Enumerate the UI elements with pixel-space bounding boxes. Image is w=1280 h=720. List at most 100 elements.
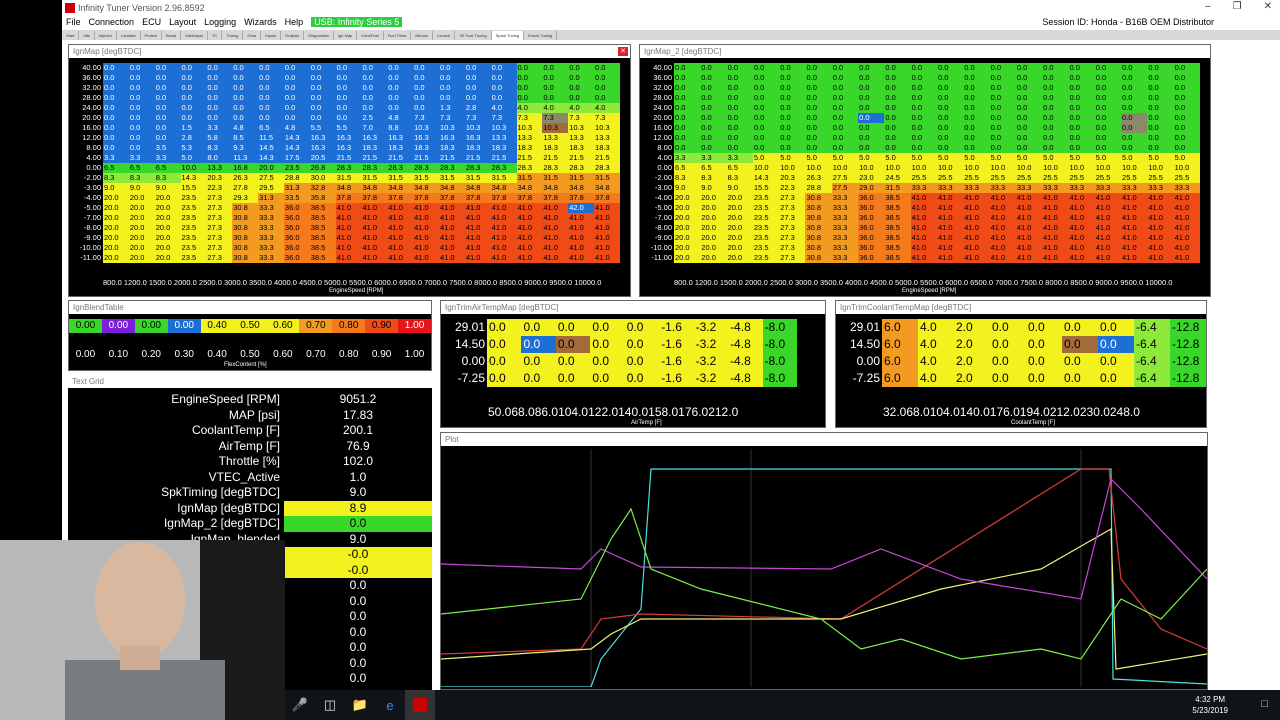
map-cell[interactable]: 21.5	[335, 153, 362, 163]
map-cell[interactable]: 6.5	[674, 163, 701, 173]
menu-wizards[interactable]: Wizards	[244, 17, 277, 27]
map-cell[interactable]: 23.0	[858, 173, 885, 183]
map-cell[interactable]: 0.0	[154, 123, 181, 133]
map-cell[interactable]: 8.3	[674, 173, 701, 183]
map-cell[interactable]: 0.0	[387, 103, 414, 113]
map-cell[interactable]: 20.0	[154, 223, 181, 233]
map-cell[interactable]: 3.3	[128, 153, 155, 163]
map-cell[interactable]: 41.0	[936, 193, 964, 203]
map-cell[interactable]: 31.5	[361, 173, 388, 183]
map-cell[interactable]: 0.0	[1068, 123, 1095, 133]
map-cell[interactable]: 41.0	[413, 223, 439, 233]
map-cell[interactable]: 0.0	[805, 63, 832, 73]
map-cell[interactable]: 0.0	[154, 113, 181, 123]
map-cell[interactable]: 41.0	[490, 213, 517, 223]
map-cell[interactable]: 0.0	[910, 73, 937, 83]
blend-cell[interactable]: 0.90	[365, 319, 399, 333]
map-cell[interactable]: 0.0	[103, 123, 129, 133]
map-cell[interactable]: 7.3	[516, 113, 543, 123]
map-cell[interactable]: 41.0	[1042, 223, 1069, 233]
map-cell[interactable]: 38.5	[309, 253, 336, 263]
trim-cell[interactable]: 6.0	[882, 336, 918, 353]
map-cell[interactable]: 34.8	[542, 183, 569, 193]
map-cell[interactable]: 0.0	[831, 133, 859, 143]
map-cell[interactable]: 0.0	[1147, 143, 1174, 153]
map-cell[interactable]: 27.3	[779, 203, 806, 213]
map-cell[interactable]: 0.0	[989, 93, 1016, 103]
map-cell[interactable]: 28.3	[361, 163, 388, 173]
map-cell[interactable]: 30.8	[232, 203, 259, 213]
map-cell[interactable]: 33.3	[1173, 183, 1200, 193]
map-cell[interactable]: 7.0	[361, 123, 388, 133]
map-cell[interactable]: 37.8	[464, 193, 491, 203]
trim-cell[interactable]: 0.0	[487, 370, 522, 387]
map-cell[interactable]: 41.0	[387, 253, 414, 263]
map-cell[interactable]: 41.0	[516, 233, 543, 243]
map-cell[interactable]: 41.0	[1173, 193, 1200, 203]
map-cell[interactable]: 0.0	[779, 63, 806, 73]
map-cell[interactable]: 0.0	[1042, 113, 1069, 123]
map-cell[interactable]: 37.8	[594, 193, 620, 203]
map-cell[interactable]: 30.0	[309, 173, 336, 183]
map-cell[interactable]: 20.0	[128, 243, 155, 253]
map-cell[interactable]: 41.0	[594, 233, 620, 243]
map-cell[interactable]: 20.0	[726, 223, 753, 233]
trim-cell[interactable]: -6.4	[1134, 319, 1170, 336]
map-cell[interactable]: 16.3	[464, 133, 491, 143]
map-cell[interactable]: 36.0	[283, 243, 310, 253]
map-cell[interactable]: 36.0	[858, 253, 885, 263]
map-cell[interactable]: 0.0	[1068, 93, 1095, 103]
map-cell[interactable]: 0.0	[910, 143, 937, 153]
map-cell[interactable]: 0.0	[1121, 103, 1148, 113]
map-cell[interactable]: 0.0	[103, 73, 129, 83]
tab-lambda[interactable]: Lambda	[117, 30, 141, 40]
map-cell[interactable]: 41.0	[1094, 253, 1122, 263]
map-cell[interactable]: 0.0	[387, 93, 414, 103]
map-cell[interactable]: 5.0	[1173, 153, 1200, 163]
map-cell[interactable]: 34.8	[387, 183, 414, 193]
map-cell[interactable]: 10.0	[963, 163, 990, 173]
map-cell[interactable]: 0.0	[858, 93, 885, 103]
trim-cell[interactable]: 0.0	[1098, 353, 1134, 370]
map-cell[interactable]: 34.8	[438, 183, 465, 193]
map-cell[interactable]: 41.0	[936, 233, 964, 243]
map-cell[interactable]: 16.3	[335, 143, 362, 153]
map-cell[interactable]: 0.0	[700, 143, 727, 153]
map-cell[interactable]: 41.0	[594, 253, 620, 263]
map-cell[interactable]: 23.5	[752, 253, 780, 263]
map-cell[interactable]: 27.3	[206, 233, 233, 243]
map-cell[interactable]: 0.0	[128, 63, 155, 73]
map-cell[interactable]: 0.0	[1147, 113, 1174, 123]
map-cell[interactable]: 0.0	[1094, 143, 1122, 153]
map-cell[interactable]: 41.0	[1121, 203, 1148, 213]
map-cell[interactable]: 41.0	[516, 213, 543, 223]
map-cell[interactable]: 25.5	[963, 173, 990, 183]
map-cell[interactable]: 41.0	[335, 223, 362, 233]
map-cell[interactable]: 9.0	[154, 183, 181, 193]
map-cell[interactable]: 0.0	[594, 93, 620, 103]
map-cell[interactable]: 0.0	[180, 103, 207, 113]
map-cell[interactable]: 5.0	[858, 153, 885, 163]
map-cell[interactable]: 5.0	[1042, 153, 1069, 163]
map-cell[interactable]: 0.0	[180, 63, 207, 73]
map-cell[interactable]: 33.3	[936, 183, 964, 193]
map-cell[interactable]: 0.0	[674, 93, 701, 103]
map-cell[interactable]: 5.0	[910, 153, 937, 163]
map-cell[interactable]: 41.0	[936, 203, 964, 213]
map-cell[interactable]: 0.0	[963, 123, 990, 133]
map-cell[interactable]: 10.0	[1094, 163, 1122, 173]
tab-injector[interactable]: Injector	[95, 30, 118, 40]
map-cell[interactable]: 28.3	[438, 163, 465, 173]
map-cell[interactable]: 0.0	[413, 63, 439, 73]
map-cell[interactable]: 0.0	[568, 73, 595, 83]
map-cell[interactable]: 0.0	[910, 133, 937, 143]
map-cell[interactable]: 0.0	[963, 83, 990, 93]
map-cell[interactable]: 33.3	[831, 193, 859, 203]
task-view-icon[interactable]: ◫	[323, 697, 337, 712]
map-cell[interactable]: 41.0	[464, 203, 491, 213]
map-cell[interactable]: 28.3	[516, 163, 543, 173]
map-cell[interactable]: 41.0	[1042, 233, 1069, 243]
map-cell[interactable]: 0.0	[805, 103, 832, 113]
trim-cell[interactable]: 0.0	[555, 353, 591, 370]
map-cell[interactable]: 41.0	[1121, 193, 1148, 203]
